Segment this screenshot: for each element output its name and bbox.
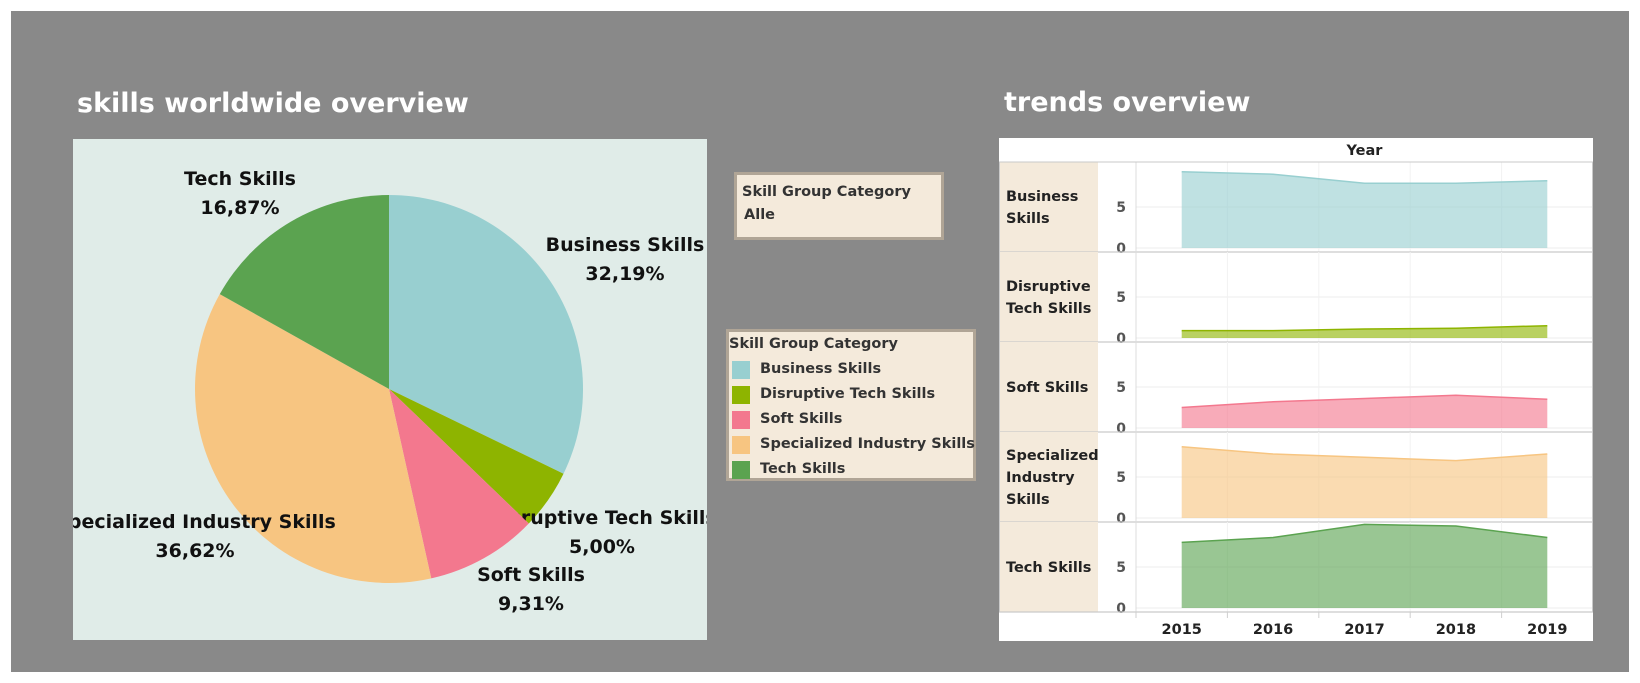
- pie-slice-business-skills[interactable]: [389, 195, 584, 474]
- y-tick-label: 5: [1116, 380, 1126, 396]
- x-tick-label: 2015: [1162, 622, 1202, 638]
- pie-label-business-skills: Business Skills: [546, 234, 705, 256]
- row-label: Tech Skills: [1006, 560, 1091, 576]
- area-line-soft-skills: [1181, 394, 1548, 409]
- pie-value-disruptive-tech-skills: 5,00%: [569, 536, 635, 558]
- y-tick-label: 0: [1116, 331, 1126, 347]
- legend-swatch: [732, 436, 750, 454]
- legend: Skill Group Category Business Skills Dis…: [726, 329, 976, 481]
- trend-chart-panel: Year Business Skills 0 5 Disruptive Tech Skill…: [999, 138, 1593, 641]
- y-tick-label: 5: [1116, 470, 1126, 486]
- y-tick-label: 0: [1116, 421, 1126, 437]
- pie-value-soft-skills: 9,31%: [498, 593, 564, 615]
- trend-row-business-skills: Business Skills 0 5: [999, 162, 1593, 257]
- legend-label: Specialized Industry Skills: [760, 436, 975, 452]
- y-tick-label: 5: [1116, 290, 1126, 306]
- row-label: Industry: [1006, 470, 1075, 486]
- legend-swatch: [732, 386, 750, 404]
- pie-chart-panel: Business Skills 32,19% Disruptive Tech Ski…: [73, 139, 707, 640]
- filter-title: Skill Group Category: [742, 184, 911, 200]
- pie-value-specialized-industry-skills: 36,62%: [155, 540, 234, 562]
- pie-slice-tech-skills[interactable]: [219, 195, 389, 389]
- pie-slice-disruptive-tech-skills[interactable]: [389, 389, 564, 524]
- y-tick-label: 0: [1116, 241, 1126, 257]
- pie-label-specialized-industry-skills: Specialized Industry Skills: [73, 511, 336, 533]
- column-header: Year: [1346, 143, 1384, 159]
- pie-label-tech-skills: Tech Skills: [184, 168, 296, 190]
- area-line-specialized-industry-skills: [1181, 445, 1548, 462]
- filter-value[interactable]: Alle: [744, 207, 775, 223]
- x-tick-label: 2019: [1527, 622, 1567, 638]
- area-line-business-skills: [1181, 170, 1548, 184]
- pie-value-business-skills: 32,19%: [585, 263, 664, 285]
- legend-label: Business Skills: [760, 361, 882, 377]
- trend-row-disruptive-tech-skills: Disruptive Tech Skills 0 5: [999, 252, 1593, 347]
- pie-label-soft-skills: Soft Skills: [477, 564, 585, 586]
- y-tick-label: 5: [1116, 200, 1126, 216]
- row-label: Disruptive: [1006, 279, 1091, 295]
- row-label: Specialized: [1006, 448, 1099, 464]
- area-business-skills[interactable]: [1181, 171, 1548, 248]
- row-label: Business: [1006, 189, 1078, 205]
- pie-title: skills worldwide overview: [77, 88, 469, 119]
- row-label: Skills: [1006, 492, 1050, 508]
- row-label: Tech Skills: [1006, 301, 1091, 317]
- legend-label: Disruptive Tech Skills: [760, 386, 936, 402]
- legend-swatch: [732, 361, 750, 379]
- row-label: Skills: [1006, 211, 1050, 227]
- pie-label-disruptive-tech-skills: Disruptive Tech Skills: [487, 507, 707, 529]
- y-tick-label: 5: [1116, 560, 1126, 576]
- trend-row-soft-skills: Soft Skills 0 5: [999, 342, 1593, 437]
- area-soft-skills[interactable]: [1181, 395, 1548, 428]
- trend-chart: Year Business Skills 0 5 Disruptive Tech Skill…: [999, 143, 1593, 638]
- x-tick-label: 2016: [1253, 622, 1293, 638]
- area-line-tech-skills: [1181, 523, 1548, 544]
- skill-group-filter[interactable]: Skill Group Category Alle: [734, 172, 944, 240]
- area-specialized-industry-skills[interactable]: [1181, 446, 1548, 518]
- pie-slice-specialized-industry-skills[interactable]: [195, 294, 432, 583]
- legend-swatch: [732, 461, 750, 479]
- x-tick-label: 2017: [1344, 622, 1384, 638]
- y-tick-label: 0: [1116, 511, 1126, 527]
- trend-row-specialized-industry-skills: Specialized Industry Skills 0 5: [999, 432, 1593, 527]
- legend-label: Soft Skills: [760, 411, 843, 427]
- legend-label: Tech Skills: [760, 461, 846, 477]
- y-tick-label: 0: [1116, 601, 1126, 617]
- area-tech-skills[interactable]: [1181, 524, 1548, 608]
- trend-row-tech-skills: Tech Skills 0 5: [999, 522, 1593, 617]
- row-label: Soft Skills: [1006, 380, 1088, 396]
- pie-value-tech-skills: 16,87%: [200, 197, 279, 219]
- pie-slice-soft-skills[interactable]: [389, 389, 529, 579]
- trend-title: trends overview: [1004, 87, 1251, 118]
- legend-swatch: [732, 411, 750, 429]
- area-line-disruptive-tech-skills: [1181, 324, 1548, 332]
- x-tick-label: 2018: [1436, 622, 1476, 638]
- legend-title: Skill Group Category: [729, 336, 898, 352]
- pie-chart: Business Skills 32,19% Disruptive Tech Ski…: [73, 168, 707, 615]
